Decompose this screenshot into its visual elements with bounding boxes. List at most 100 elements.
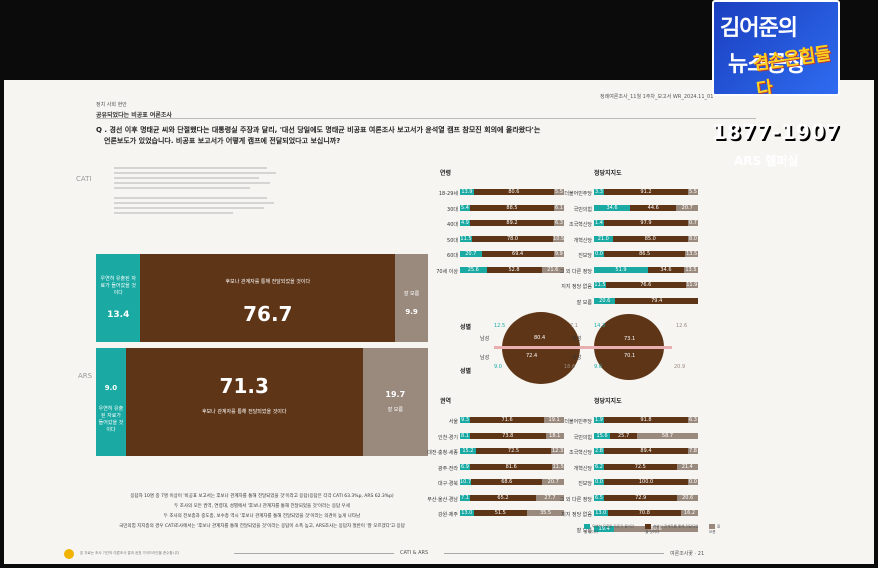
party_ars-segment: 0.0 [594,479,604,485]
region-segment: 68.6 [471,479,543,485]
party_cati-row-label: 지지 정당 없음 [561,284,592,290]
cati-segment-unknown: 잘 모름 9.9 [395,254,428,342]
region-row-bar: 13.0 51.5 35.5 [460,510,564,516]
party_ars-row-label: 진보당 [578,481,592,487]
age-segment: 78.0 [471,235,554,242]
party_cati-segment: 5.5 [688,189,698,195]
ars-phone-sub: ARS 헬퍼실 [734,154,799,168]
summary-line: 두 조사의 전보층과 중도층, 보수층 역시 '후보나 관계자를 통해 전달되었… [163,514,361,519]
party_ars-segment: 1.9 [594,417,604,423]
report-id: 정례여론조사_11월 1주차_보고서 WR_2024.11_01 [600,94,714,100]
breadcrumb: 정치 사회 현안 [96,102,127,108]
ars-segment-via-aide: 71.3 후보나 관계자를 통해 전달되었을 것이다 [125,348,363,456]
party_ars-segment: 13.0 [594,510,608,516]
party_cati-row-label: 그 외 다른 정당 [559,268,592,275]
age-row-bar: 11.5 78.0 10.5 [460,235,564,242]
female-cati-brown: 73.1 [624,336,636,342]
male-ars-gray: 18.6 [564,364,576,370]
region-segment: 71.6 [470,417,545,423]
party_cati-segment: 51.9 [594,266,648,273]
cati-unknown-value: 9.9 [405,308,418,316]
age-segment: 69.4 [481,251,554,257]
age-row-bar: 4.9 89.2 6.3 [460,220,564,226]
party_ars-row-label: 지지 정당 없음 [561,512,592,518]
party_cati-segment: 8.0 [688,235,698,242]
region-segment: 7.1 [460,494,470,501]
party_ars-segment: 100.0 [604,479,688,485]
party_cati-segment: 85.0 [612,235,688,242]
party_ars-segment: 0.0 [688,479,698,485]
region-segment: 65.2 [470,494,536,501]
legend-item-via-aide: 후보나 관계자를 통해 전달되었을 것이다 [645,524,699,534]
party_cati-row-bar: 0.0 86.5 13.5 [594,251,698,257]
cati-label: CATI [76,175,92,183]
region-segment: 35.5 [527,510,564,516]
region-segment: 51.5 [473,510,528,516]
age-segment: 11.5 [460,235,472,242]
age-segment: 9.9 [553,251,564,257]
party_cati-row-bar: 1.4 97.9 0.7 [594,220,698,226]
age-segment: 80.6 [473,189,554,195]
cati-accidental-label: 우연히 유출된 자료가 들어갔을 것이다 [100,276,136,296]
age-row-label: 70세 이상 [436,268,458,275]
male-label-ars: 남성 [480,355,490,361]
party_cati-segment: 20.7 [676,204,698,211]
party_ars-segment: 2.8 [594,448,604,454]
ars-accidental-value: 9.0 [104,384,118,392]
region-segment: 10.7 [460,479,472,485]
age-title: 연령 [440,170,452,177]
footer-note: 본 자료는 조사 기관의 여론조사 결과 공표 가이드라인을 준수합니다 [80,551,180,555]
legend-item-unknown: 잘 모름 [708,524,721,534]
party_cati-segment: 13.5 [685,251,698,257]
party_ars-segment: 15.6 [594,432,611,439]
ars-stacked-bar: 9.0 우연히 유출된 자료가 들어갔을 것이다 71.3 후보나 관계자를 통… [96,348,428,456]
flower-logo-icon [64,549,74,559]
party_cati-row-bar: 51.9 34.6 13.5 [594,266,698,273]
summary-line: 국민의힘 지지층의 경우 CATI조사에서는 '후보나 관계자를 통해 전달되었… [119,524,405,529]
region-row-bar: 8.1 73.8 18.1 [460,432,564,439]
region-row-bar: 10.7 68.6 20.7 [460,479,564,485]
party_cati-row-bar: 21.0 85.0 8.0 [594,235,698,242]
region-row-bar: 9.3 71.6 19.1 [460,417,564,423]
party_ars-row-label: 국민의힘 [573,434,592,441]
region-title: 권역 [440,398,452,405]
party_ars-segment: 72.5 [604,463,677,470]
age-row-label: 40대 [447,222,458,228]
male-cati-gray: 7.1 [570,323,578,329]
footer-page: 여론조사꽃 · 21 [670,551,705,557]
party_ars-segment: 91.8 [604,417,688,423]
age-row-label: 60대 [447,253,458,259]
age-row-bar: 5.4 88.5 6.1 [460,204,564,211]
age-segment: 5.5 [554,189,564,195]
party_cati-segment: 3.3 [594,189,604,195]
party_ars-row-label: 잘 모름 [576,527,592,534]
gender-divider-male [494,346,590,349]
region-segment: 18.1 [545,432,564,439]
region-segment: 20.7 [542,479,564,485]
party_cati-row-bar: 3.3 91.2 5.5 [594,189,698,195]
cati-via-aide-label: 후보나 관계자를 통해 전달되었을 것이다 [225,279,311,285]
party_cati-segment: 11.5 [594,282,606,288]
party_ars-segment: 6.5 [594,494,604,501]
party_ars-segment: 80.6 [614,525,698,532]
male-cati-teal: 12.5 [494,323,506,329]
age-row-label: 30대 [447,206,458,213]
party_cati-segment: 79.4 [615,297,698,304]
male-label-cati: 남성 [480,336,490,342]
ars-phone-number: 1877-1907 [712,120,841,144]
party_cati-segment: 21.0 [594,235,613,242]
region-segment: 9.3 [460,417,470,423]
region-segment: 13.0 [460,510,474,516]
footer-rule-left [234,553,394,554]
region-row-label: 부산·울산·경남 [427,496,458,503]
party_cati-segment: 91.2 [604,189,688,195]
party_ars-row-bar: 2.8 89.4 7.8 [594,448,698,454]
party_cati-row-label: 더불어민주당 [564,191,592,197]
region-segment: 72.5 [475,448,552,454]
party_ars-segment: 58.7 [636,432,698,439]
region-segment: 15.2 [460,448,476,454]
party_cati-row-bar: 34.6 44.6 20.7 [594,204,698,211]
ars-via-aide-value: 71.3 [219,374,269,398]
region-segment: 81.6 [470,463,553,470]
party_ars-segment: 21.4 [676,463,698,470]
